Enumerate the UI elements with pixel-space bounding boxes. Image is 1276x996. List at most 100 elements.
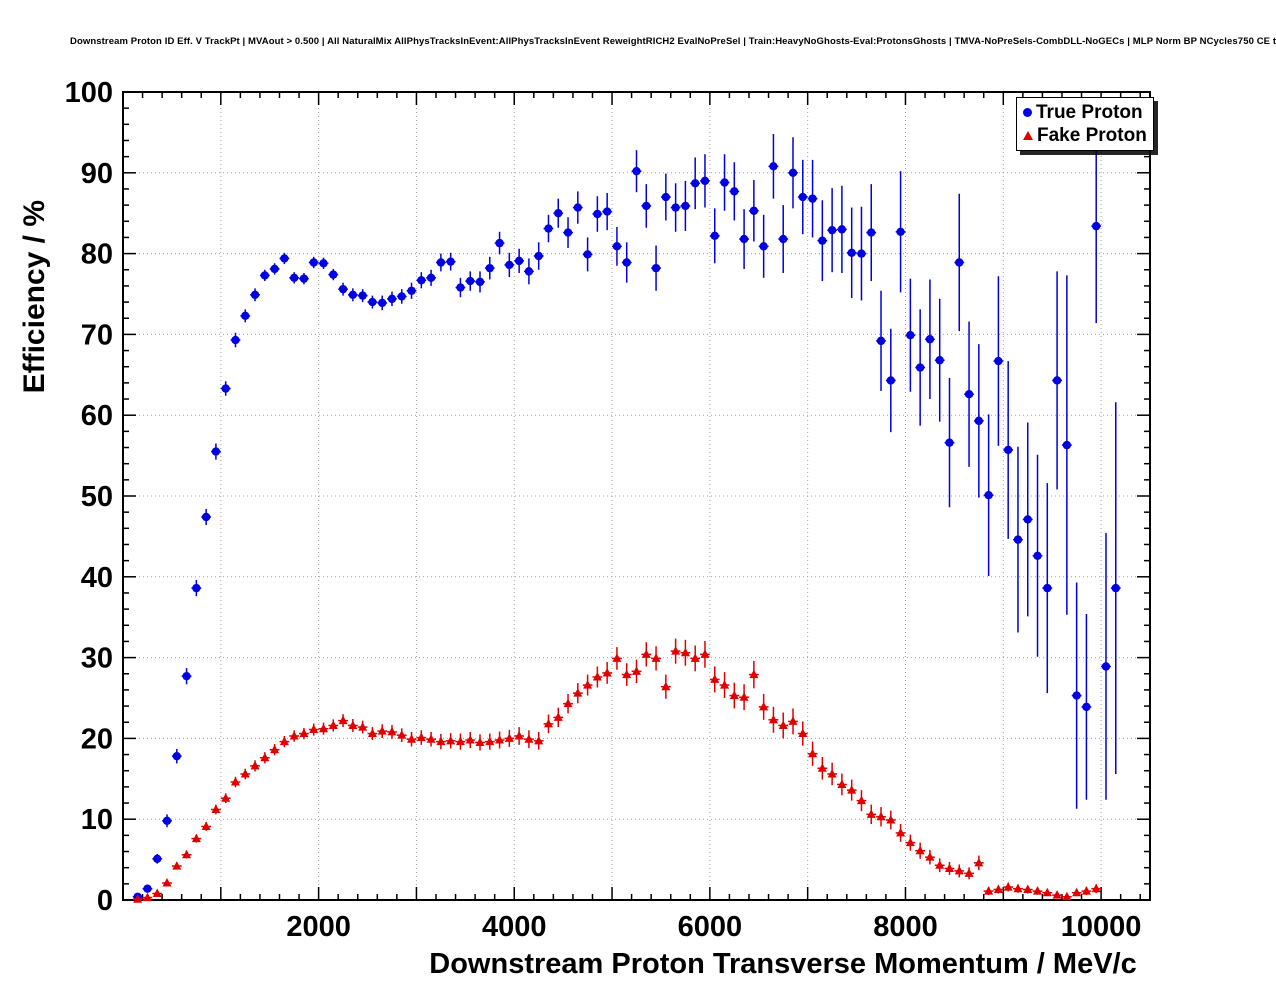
data-point-true-proton — [710, 231, 719, 241]
data-point-true-proton — [964, 389, 974, 399]
data-point-true-proton — [955, 258, 964, 267]
data-point-true-proton — [329, 270, 338, 279]
data-point-true-proton — [426, 273, 436, 283]
data-point-fake-proton — [680, 647, 690, 657]
data-point-true-proton — [867, 228, 876, 237]
y-tick-label: 70 — [81, 319, 113, 351]
data-point-fake-proton — [651, 653, 661, 662]
data-point-fake-proton — [250, 760, 260, 770]
data-point-true-proton — [690, 179, 700, 188]
data-point-fake-proton — [455, 736, 465, 746]
data-point-fake-proton — [524, 734, 534, 743]
data-point-fake-proton — [788, 716, 798, 725]
data-point-fake-proton — [485, 736, 495, 746]
data-point-true-proton — [876, 336, 886, 346]
data-point-fake-proton — [583, 680, 593, 689]
legend: True Proton Fake Proton — [1016, 97, 1154, 151]
axis-ticks — [123, 92, 1150, 900]
data-point-true-proton — [622, 258, 631, 267]
circle-marker-icon — [1023, 108, 1032, 117]
data-point-fake-proton — [553, 712, 563, 721]
data-point-true-proton — [906, 331, 915, 340]
data-point-fake-proton — [319, 723, 329, 733]
y-tick-label: 50 — [81, 481, 113, 513]
data-point-true-proton — [377, 298, 387, 308]
data-point-fake-proton — [1023, 884, 1033, 893]
data-point-true-proton — [397, 292, 406, 301]
data-point-true-proton — [1013, 535, 1023, 544]
data-point-true-proton — [984, 490, 993, 500]
data-point-true-proton — [1082, 702, 1091, 712]
data-point-true-proton — [417, 276, 426, 285]
data-point-true-proton — [818, 236, 827, 245]
data-point-true-proton — [769, 162, 778, 171]
data-point-fake-proton — [964, 868, 974, 877]
data-point-true-proton — [847, 248, 856, 257]
data-point-fake-proton — [1072, 887, 1082, 897]
data-point-fake-proton — [475, 737, 485, 746]
chart-title: Downstream Proton ID Eff. V TrackPt | MV… — [70, 36, 1276, 47]
data-point-fake-proton — [309, 724, 319, 734]
data-point-true-proton — [808, 194, 817, 203]
data-point-true-proton — [1092, 221, 1101, 231]
data-point-true-proton — [485, 263, 494, 273]
legend-label-fake-proton: Fake Proton — [1037, 125, 1147, 146]
data-point-fake-proton — [534, 735, 544, 745]
y-tick-label: 80 — [81, 239, 113, 271]
data-point-fake-proton — [622, 669, 632, 679]
data-point-fake-proton — [162, 878, 172, 887]
data-point-true-proton — [182, 671, 191, 681]
data-point-fake-proton — [632, 666, 641, 675]
data-point-fake-proton — [172, 861, 182, 870]
data-point-fake-proton — [1003, 882, 1013, 891]
series-fake-proton — [132, 638, 1102, 903]
data-point-fake-proton — [661, 681, 671, 691]
data-point-true-proton — [759, 242, 768, 251]
x-tick-label: 6000 — [678, 911, 743, 943]
gridlines — [123, 92, 1150, 900]
data-point-true-proton — [602, 207, 612, 216]
data-point-true-proton — [1062, 440, 1072, 450]
data-point-true-proton — [231, 335, 240, 345]
data-point-true-proton — [642, 201, 651, 211]
data-point-true-proton — [1003, 445, 1013, 455]
data-point-fake-proton — [397, 730, 407, 739]
data-point-true-proton — [749, 206, 759, 215]
data-point-true-proton — [319, 259, 328, 268]
data-point-fake-proton — [847, 785, 857, 794]
data-point-fake-proton — [690, 653, 700, 662]
data-point-true-proton — [612, 242, 622, 251]
data-point-fake-proton — [808, 748, 818, 758]
y-tick-label: 0 — [97, 885, 113, 917]
data-point-true-proton — [1023, 515, 1032, 524]
data-point-true-proton — [446, 257, 455, 266]
data-point-true-proton — [798, 192, 807, 202]
data-point-true-proton — [201, 512, 211, 522]
data-point-true-proton — [554, 209, 563, 218]
data-point-true-proton — [632, 166, 641, 176]
data-point-true-proton — [250, 290, 260, 300]
data-point-fake-proton — [905, 837, 915, 847]
data-point-true-proton — [534, 251, 543, 261]
data-point-true-proton — [779, 234, 788, 244]
data-point-true-proton — [915, 363, 925, 372]
data-point-true-proton — [1043, 583, 1052, 593]
data-point-true-proton — [700, 176, 710, 186]
data-point-fake-proton — [152, 888, 162, 898]
data-point-fake-proton — [768, 714, 778, 724]
data-point-fake-proton — [749, 669, 759, 679]
data-point-true-proton — [1072, 691, 1081, 700]
data-point-fake-proton — [1033, 886, 1043, 895]
data-point-fake-proton — [739, 692, 749, 701]
data-point-true-proton — [358, 291, 367, 300]
data-point-true-proton — [994, 356, 1003, 366]
data-point-true-proton — [348, 290, 358, 300]
data-point-true-proton — [524, 267, 534, 276]
data-point-fake-proton — [612, 653, 622, 662]
data-point-fake-proton — [944, 863, 954, 872]
data-point-true-proton — [309, 258, 318, 267]
data-point-fake-proton — [133, 894, 143, 903]
data-point-fake-proton — [387, 726, 397, 736]
y-tick-label: 60 — [81, 400, 113, 432]
data-point-fake-proton — [1062, 891, 1072, 901]
